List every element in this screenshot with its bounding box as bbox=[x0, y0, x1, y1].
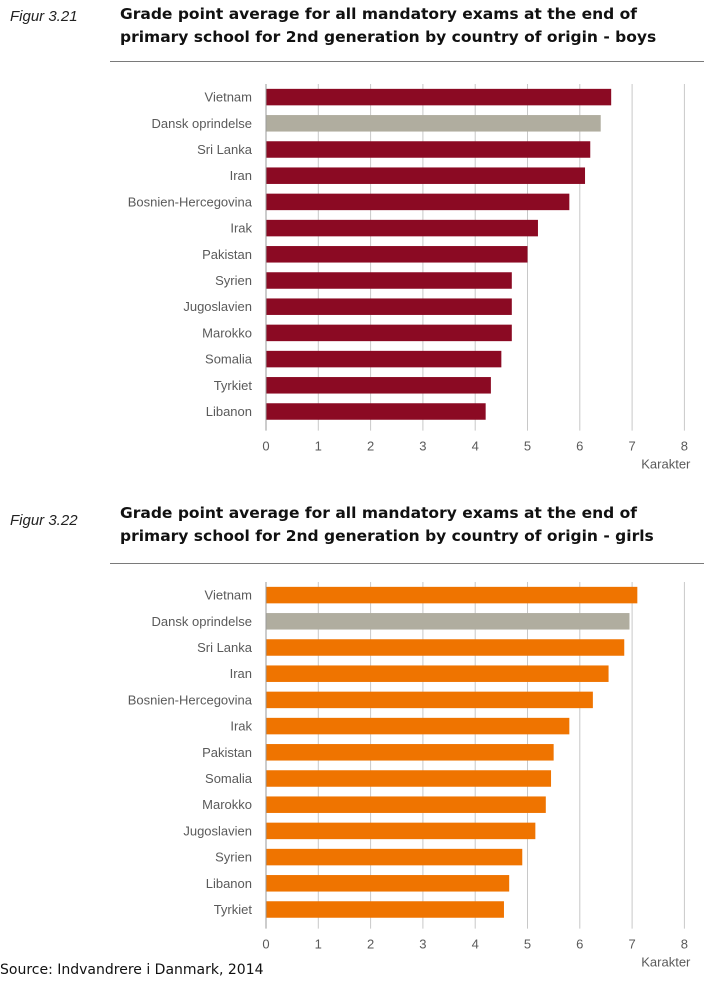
category-label: Somalia bbox=[205, 771, 253, 786]
bar bbox=[266, 193, 570, 211]
bar bbox=[266, 744, 554, 761]
chart-svg: Vietnam Dansk oprindelse Sri Lanka Iran Bosn… bbox=[128, 582, 691, 970]
category-label: Syrien bbox=[215, 850, 252, 865]
bar bbox=[266, 875, 510, 892]
bar bbox=[266, 141, 591, 158]
x-tick-label: 3 bbox=[419, 439, 426, 454]
x-tick-label: 1 bbox=[315, 937, 322, 952]
bar bbox=[266, 665, 609, 682]
x-tick-label: 0 bbox=[262, 439, 269, 454]
bar bbox=[266, 324, 512, 342]
x-tick-label: 7 bbox=[628, 937, 635, 952]
x-tick-label: 6 bbox=[576, 937, 583, 952]
category-label: Iran bbox=[230, 168, 252, 183]
bar-chart-girls: Vietnam Dansk oprindelse Sri Lanka Iran Bosn… bbox=[0, 578, 713, 978]
figure-title-line: Grade point average for all mandatory ex… bbox=[120, 504, 638, 522]
x-tick-label: 5 bbox=[524, 937, 531, 952]
x-tick-label: 2 bbox=[367, 937, 374, 952]
chart-svg: Vietnam Dansk oprindelse Sri Lanka Iran Bosn… bbox=[128, 84, 691, 472]
category-label: Sri Lanka bbox=[197, 640, 253, 655]
bar bbox=[266, 403, 486, 420]
bar bbox=[266, 88, 612, 106]
category-label: Tyrkiet bbox=[214, 378, 253, 393]
bar bbox=[266, 796, 546, 813]
bar bbox=[266, 717, 570, 735]
category-label: Jugoslavien bbox=[183, 299, 252, 314]
category-label: Vietnam bbox=[205, 90, 252, 105]
x-tick-label: 4 bbox=[472, 937, 479, 952]
bar bbox=[266, 167, 586, 184]
bar bbox=[266, 586, 638, 604]
category-label: Jugoslavien bbox=[183, 823, 252, 838]
category-label: Bosnien-Hercegovina bbox=[128, 194, 253, 209]
category-label: Tyrkiet bbox=[214, 902, 253, 917]
bar bbox=[266, 639, 625, 656]
category-label: Irak bbox=[230, 221, 252, 236]
category-label: Bosnien-Hercegovina bbox=[128, 692, 253, 707]
source-note: Source: Indvandrere i Danmark, 2014 bbox=[0, 962, 264, 978]
x-tick-label: 1 bbox=[315, 439, 322, 454]
category-label: Pakistan bbox=[202, 745, 252, 760]
title-rule bbox=[110, 61, 704, 62]
x-tick-label: 7 bbox=[628, 439, 635, 454]
category-label: Sri Lanka bbox=[197, 142, 253, 157]
category-label: Marokko bbox=[202, 797, 252, 812]
category-label: Pakistan bbox=[202, 247, 252, 262]
figure-title: Grade point average for all mandatory ex… bbox=[120, 502, 700, 548]
x-axis-label: Karakter bbox=[641, 955, 691, 970]
figure-title-line: primary school for 2nd generation by cou… bbox=[120, 28, 657, 46]
bar-chart-boys: Vietnam Dansk oprindelse Sri Lanka Iran Bosn… bbox=[0, 80, 713, 480]
x-tick-label: 3 bbox=[419, 937, 426, 952]
figure-title: Grade point average for all mandatory ex… bbox=[120, 3, 700, 49]
bar bbox=[266, 901, 504, 918]
figure-label: Figur 3.22 bbox=[10, 512, 78, 529]
category-label: Syrien bbox=[215, 273, 252, 288]
category-label: Somalia bbox=[205, 352, 253, 367]
x-tick-label: 5 bbox=[524, 439, 531, 454]
bar bbox=[266, 350, 502, 368]
bar bbox=[266, 272, 512, 289]
category-label: Marokko bbox=[202, 325, 252, 340]
title-rule bbox=[110, 563, 704, 564]
x-tick-label: 8 bbox=[681, 439, 688, 454]
x-axis-label: Karakter bbox=[641, 457, 691, 472]
bar bbox=[266, 822, 536, 840]
figure-title-line: primary school for 2nd generation by cou… bbox=[120, 527, 654, 545]
category-label: Dansk oprindelse bbox=[152, 614, 252, 629]
bar bbox=[266, 219, 538, 237]
bar bbox=[266, 377, 491, 394]
figure-title-line: Grade point average for all mandatory ex… bbox=[120, 5, 638, 23]
x-tick-label: 2 bbox=[367, 439, 374, 454]
bar bbox=[266, 246, 528, 263]
category-label: Irak bbox=[230, 719, 252, 734]
bar bbox=[266, 115, 601, 132]
category-label: Vietnam bbox=[205, 588, 252, 603]
category-label: Libanon bbox=[206, 876, 252, 891]
bar bbox=[266, 613, 630, 630]
bar bbox=[266, 848, 523, 866]
bar bbox=[266, 770, 552, 787]
category-label: Libanon bbox=[206, 404, 252, 419]
category-label: Iran bbox=[230, 666, 252, 681]
x-tick-label: 4 bbox=[472, 439, 479, 454]
x-tick-label: 6 bbox=[576, 439, 583, 454]
x-tick-label: 0 bbox=[262, 937, 269, 952]
x-tick-label: 8 bbox=[681, 937, 688, 952]
figure-label: Figur 3.21 bbox=[10, 8, 78, 25]
bar bbox=[266, 298, 512, 315]
category-label: Dansk oprindelse bbox=[152, 116, 252, 131]
bar bbox=[266, 691, 593, 709]
